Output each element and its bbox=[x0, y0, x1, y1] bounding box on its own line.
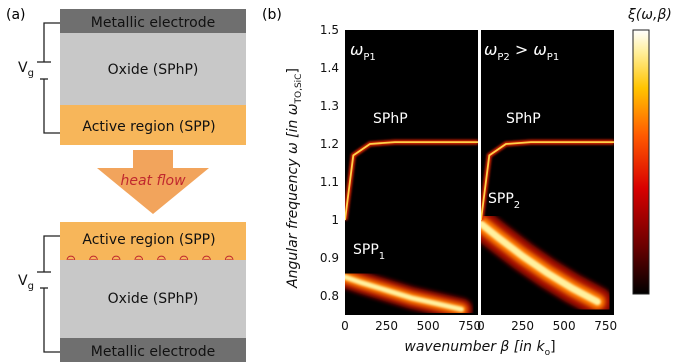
top-electrode-layer bbox=[60, 9, 246, 33]
y-tick-label: 1.5 bbox=[320, 23, 339, 37]
bottom-oxide-layer bbox=[60, 260, 246, 338]
top-electrode-label: Metallic electrode bbox=[91, 15, 215, 31]
y-tick-label: 1.1 bbox=[320, 175, 339, 189]
y-tick-label: 1.3 bbox=[320, 99, 339, 113]
x-tick-label: 0 bbox=[477, 319, 485, 333]
y-tick-label: 0.9 bbox=[320, 251, 339, 265]
heat-flow-label: heat flow bbox=[120, 173, 186, 189]
spp-branch-core bbox=[481, 220, 601, 306]
x-axis-label: wavenumber β [in ko] bbox=[404, 339, 555, 358]
x-tick-label: 750 bbox=[458, 319, 481, 333]
left-sphp-label: SPhP bbox=[373, 111, 408, 127]
bottom-electrode-layer bbox=[60, 338, 246, 362]
panel-separator bbox=[478, 30, 481, 315]
y-tick-label: 0.8 bbox=[320, 289, 339, 303]
colorbar-label: ξ(ω,β) bbox=[627, 7, 672, 23]
top-oxide-layer bbox=[60, 33, 246, 105]
left-spp-label: SPP1 bbox=[353, 242, 385, 262]
sphp-branch-line bbox=[345, 141, 478, 221]
spp-branch-core bbox=[345, 274, 464, 312]
panel-a-label: (a) bbox=[6, 7, 26, 23]
bottom-gate-circuit bbox=[37, 235, 60, 353]
y-axis: 0.8 0.9 1 1.1 1.2 1.3 1.4 1.5 bbox=[320, 23, 339, 303]
bottom-oxide-label: Oxide (SPhP) bbox=[108, 291, 199, 307]
bottom-active-layer bbox=[60, 222, 246, 260]
panel-b-label: (b) bbox=[262, 7, 282, 23]
bottom-electrode-label: Metallic electrode bbox=[91, 344, 215, 360]
left-map-title: ωP1 bbox=[350, 40, 376, 63]
right-map-title: ωP2 > ωP1 bbox=[484, 40, 559, 63]
top-oxide-label: Oxide (SPhP) bbox=[108, 62, 199, 78]
right-sphp-label: SPhP bbox=[506, 111, 541, 127]
top-active-layer bbox=[60, 105, 246, 145]
right-spp-label: SPP2 bbox=[488, 191, 520, 211]
top-gate-voltage: Vg bbox=[18, 60, 34, 79]
x-tick-label: 250 bbox=[511, 319, 534, 333]
top-active-label: Active region (SPP) bbox=[82, 119, 215, 135]
x-tick-label: 250 bbox=[375, 319, 398, 333]
x-tick-label: 750 bbox=[594, 319, 617, 333]
y-tick-label: 1 bbox=[331, 213, 339, 227]
x-tick-label: 500 bbox=[417, 319, 440, 333]
left-heatmap bbox=[345, 30, 478, 315]
top-gate-circuit bbox=[37, 22, 60, 134]
bottom-gate-voltage: Vg bbox=[18, 273, 34, 292]
colorbar bbox=[632, 29, 650, 295]
x-tick-label: 500 bbox=[553, 319, 576, 333]
sphp-branch-line bbox=[481, 141, 614, 221]
heat-flow-arrow bbox=[97, 150, 209, 214]
y-tick-label: 1.4 bbox=[320, 61, 339, 75]
y-tick-label: 1.2 bbox=[320, 137, 339, 151]
x-tick-label: 0 bbox=[341, 319, 349, 333]
bottom-active-label: Active region (SPP) bbox=[82, 232, 215, 248]
y-axis-label: Angular frequency ω [in ωTO,SiC] bbox=[285, 68, 304, 289]
